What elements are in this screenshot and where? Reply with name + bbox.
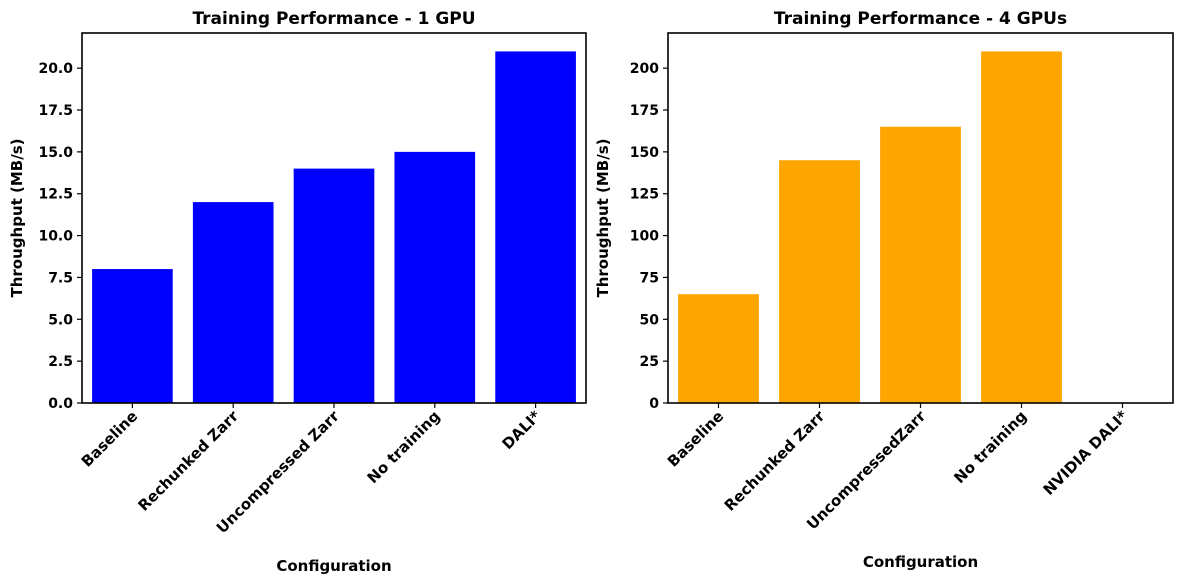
y-tick-label: 5.0	[48, 312, 73, 328]
bar-3	[880, 126, 961, 403]
y-tick-label: 0.0	[48, 396, 73, 412]
y-tick-label: 15.0	[38, 145, 73, 161]
y-tick-label: 2.5	[48, 354, 73, 370]
x-tick-label: No training	[364, 407, 444, 487]
y-tick-label: 75	[640, 270, 659, 286]
x-tick-label: Baseline	[78, 407, 141, 470]
x-axis-label: Configuration	[276, 557, 391, 575]
x-tick-label: No training	[950, 407, 1030, 487]
y-tick-label: 175	[630, 103, 659, 119]
chart-title: Training Performance - 4 GPUs	[774, 9, 1067, 29]
x-tick-label: Rechunked Zarr	[721, 407, 829, 515]
y-tick-label: 150	[630, 145, 659, 161]
bar-5	[495, 51, 576, 404]
y-tick-label: 125	[630, 187, 659, 203]
y-tick-label: 0	[649, 396, 659, 412]
y-tick-label: 20.0	[38, 61, 73, 77]
bar-4	[981, 51, 1062, 404]
bar-3	[293, 168, 375, 403]
x-axis-label: Configuration	[863, 553, 978, 571]
y-tick-label: 25	[640, 354, 659, 370]
y-tick-label: 7.5	[48, 270, 73, 286]
bar-1	[92, 269, 173, 403]
chart-panel-2: 0 25 50 75 100 125 150 175 200 BaselineRechunked …	[594, 9, 1174, 571]
y-tick-label: 17.5	[38, 103, 73, 119]
bar-2	[192, 202, 274, 403]
y-tick-label: 50	[640, 312, 660, 328]
x-tick-label: NVIDIA DALI*	[1040, 407, 1132, 499]
chart-panel-1: 0.0 2.5 5.0 7.5 10.0 12.5 15.0 17.5 20.0 Baseline…	[8, 9, 587, 575]
bar-1	[678, 294, 759, 403]
y-tick-label: 100	[630, 229, 659, 245]
bar-2	[779, 160, 860, 403]
chart-title: Training Performance - 1 GPU	[192, 9, 475, 29]
y-tick-label: 10.0	[38, 229, 73, 245]
y-tick-label: 200	[630, 61, 659, 77]
x-tick-label: DALI*	[498, 407, 544, 453]
y-axis-label: Throughput (MB/s)	[594, 139, 612, 298]
bar-4	[394, 151, 476, 403]
x-tick-label: Rechunked Zarr	[134, 407, 242, 515]
x-tick-label: Baseline	[664, 407, 727, 470]
y-axis-label: Throughput (MB/s)	[8, 139, 26, 298]
y-tick-label: 12.5	[38, 187, 73, 203]
